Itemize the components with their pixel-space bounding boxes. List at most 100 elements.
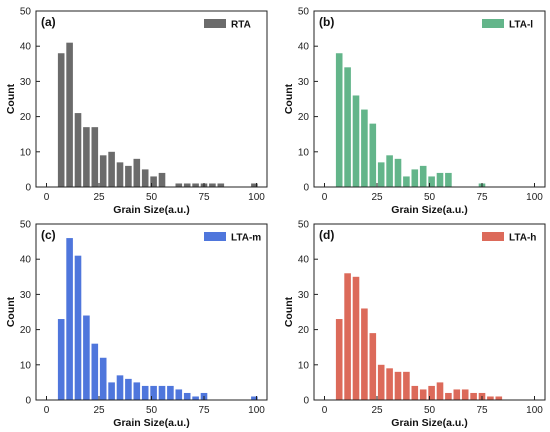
y-axis-label: Count xyxy=(283,83,295,114)
bar xyxy=(386,368,393,400)
bar xyxy=(352,276,360,400)
bar xyxy=(487,396,494,400)
bar xyxy=(403,371,410,400)
x-axis-label: Grain Size(a.u.) xyxy=(113,417,189,429)
bar xyxy=(445,392,452,400)
x-tick-label: 0 xyxy=(322,192,328,203)
bar xyxy=(377,364,385,400)
bar xyxy=(116,162,124,187)
x-tick-label: 0 xyxy=(44,192,50,203)
bar xyxy=(183,392,191,400)
bar xyxy=(83,127,90,187)
bar xyxy=(419,165,427,187)
legend-swatch xyxy=(204,232,226,241)
bar xyxy=(470,392,477,400)
x-axis-label: Grain Size(a.u.) xyxy=(391,417,467,429)
y-tick-label: 20 xyxy=(298,325,310,336)
x-tick-label: 75 xyxy=(198,192,210,203)
x-tick-label: 25 xyxy=(371,192,383,203)
bar xyxy=(377,162,385,187)
x-tick-label: 25 xyxy=(371,405,383,416)
y-tick-label: 0 xyxy=(303,396,309,407)
x-tick-label: 75 xyxy=(198,405,210,416)
bar xyxy=(344,273,351,400)
bar xyxy=(175,183,183,187)
bar xyxy=(436,172,444,187)
y-tick-label: 20 xyxy=(20,112,32,123)
y-axis-label: Count xyxy=(283,296,295,327)
bar xyxy=(217,183,225,187)
bar xyxy=(192,396,199,400)
x-tick-label: 75 xyxy=(476,192,488,203)
bar xyxy=(125,165,132,187)
legend-label: LTA-l xyxy=(509,20,533,31)
bar xyxy=(99,357,107,400)
y-tick-label: 0 xyxy=(303,183,309,194)
bar xyxy=(361,308,368,400)
y-tick-label: 40 xyxy=(20,42,32,53)
panel-2: 0 10 20 30 40 50 0 25 50 75 100 Grain Size(a.u.) Cou… xyxy=(283,7,546,216)
panel-1: 0 10 20 30 40 50 0 25 50 75 100 Grain Size(a.u.) Cou… xyxy=(5,7,268,216)
panel-label: (d) xyxy=(319,228,334,242)
x-tick-label: 50 xyxy=(146,405,158,416)
x-tick-label: 25 xyxy=(93,192,105,203)
legend-label: LTA-h xyxy=(509,233,536,244)
bar xyxy=(369,333,377,400)
bar xyxy=(344,67,351,187)
bar xyxy=(192,183,199,187)
legend-swatch xyxy=(204,19,226,28)
x-tick-label: 50 xyxy=(424,405,436,416)
y-tick-label: 30 xyxy=(20,77,32,88)
x-tick-label: 50 xyxy=(146,192,158,203)
y-tick-label: 50 xyxy=(20,7,32,18)
bar xyxy=(461,389,469,400)
y-tick-label: 40 xyxy=(20,255,32,266)
bar xyxy=(352,95,360,187)
y-axis-label: Count xyxy=(5,296,17,327)
y-tick-label: 30 xyxy=(298,290,310,301)
bar xyxy=(108,151,115,187)
y-tick-label: 10 xyxy=(20,360,32,371)
bar xyxy=(74,255,82,400)
x-axis-label: Grain Size(a.u.) xyxy=(391,204,467,216)
panel-4: 0 10 20 30 40 50 0 25 50 75 100 Grain Size(a.u.) Cou… xyxy=(283,220,546,429)
bar xyxy=(411,169,419,187)
bar xyxy=(175,389,183,400)
legend-swatch xyxy=(482,232,504,241)
y-tick-label: 20 xyxy=(20,325,32,336)
y-tick-label: 10 xyxy=(298,147,310,158)
bar xyxy=(66,238,73,400)
y-tick-label: 30 xyxy=(20,290,32,301)
bar xyxy=(394,158,402,187)
x-tick-label: 0 xyxy=(44,405,50,416)
bar xyxy=(141,169,149,187)
bar xyxy=(133,382,141,400)
bar xyxy=(495,396,503,400)
x-tick-label: 100 xyxy=(526,192,543,203)
bar xyxy=(335,319,343,400)
x-tick-label: 50 xyxy=(424,192,436,203)
bar xyxy=(445,172,452,187)
y-axis-label: Count xyxy=(5,83,17,114)
x-tick-label: 100 xyxy=(526,405,543,416)
bar xyxy=(57,53,65,187)
y-tick-label: 50 xyxy=(20,220,32,231)
y-tick-label: 50 xyxy=(298,7,310,18)
bar xyxy=(251,396,258,400)
y-tick-label: 40 xyxy=(298,42,310,53)
legend-swatch xyxy=(482,19,504,28)
bar xyxy=(183,183,191,187)
bar xyxy=(116,375,124,400)
bar xyxy=(411,385,419,400)
y-tick-label: 10 xyxy=(298,360,310,371)
y-tick-label: 20 xyxy=(298,112,310,123)
bar xyxy=(57,319,65,400)
bar xyxy=(133,158,141,187)
bar xyxy=(361,109,368,187)
x-tick-label: 25 xyxy=(93,405,105,416)
legend-label: RTA xyxy=(231,20,251,31)
panel-label: (b) xyxy=(319,15,334,29)
bar xyxy=(428,385,435,400)
x-tick-label: 75 xyxy=(476,405,488,416)
y-tick-label: 0 xyxy=(25,183,31,194)
